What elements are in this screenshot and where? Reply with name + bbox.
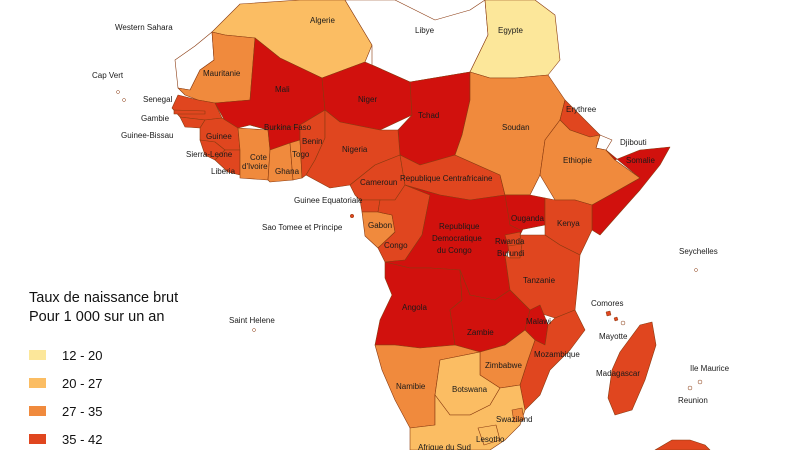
country-guinee-equatoriale[interactable]	[359, 199, 381, 213]
label-rdc-line3: du Congo	[437, 246, 472, 255]
country-mayotte[interactable]	[620, 320, 626, 326]
label-saint-helene: Saint Helene	[229, 316, 275, 325]
label-kenya: Kenya	[557, 219, 580, 228]
country-gambie[interactable]	[173, 109, 206, 115]
country-madagascar[interactable]	[607, 321, 657, 416]
label-niger: Niger	[358, 95, 377, 104]
legend-swatch	[29, 434, 46, 444]
label-zimbabwe: Zimbabwe	[485, 361, 522, 370]
country-ouganda[interactable]	[504, 194, 546, 231]
country-ile-maurice[interactable]	[697, 379, 703, 385]
legend: Taux de naissance brut Pour 1 000 sur un…	[29, 289, 289, 453]
label-zambie: Zambie	[467, 328, 494, 337]
label-angola: Angola	[402, 303, 427, 312]
label-seychelles: Seychelles	[679, 247, 718, 256]
label-cap-vert: Cap Vert	[92, 71, 124, 80]
legend-swatch	[29, 406, 46, 416]
label-malawi: Malawi	[526, 317, 551, 326]
label-senegal: Senegal	[143, 95, 173, 104]
label-erythree: Erythree	[566, 105, 597, 114]
label-tanzanie: Tanzanie	[523, 276, 556, 285]
country-reunion[interactable]	[687, 385, 693, 391]
label-cameroun: Cameroun	[360, 178, 397, 187]
label-guinee-equatoriale: Guinee Equatoriale	[294, 196, 363, 205]
legend-title-line2: Pour 1 000 sur un an	[29, 309, 165, 325]
country-cap-vert[interactable]	[122, 98, 126, 102]
label-ghana: Ghana	[275, 167, 300, 176]
legend-items: 12 - 20 20 - 27 27 - 35 35 - 42	[29, 341, 289, 453]
label-gambie: Gambie	[141, 114, 170, 123]
country-kenya[interactable]	[544, 197, 593, 256]
label-mayotte: Mayotte	[599, 332, 628, 341]
label-botswana: Botswana	[452, 385, 488, 394]
label-comores: Comores	[591, 299, 623, 308]
label-ethiopie: Ethiopie	[563, 156, 592, 165]
country-sao-tome[interactable]	[349, 213, 355, 219]
label-mozambique: Mozambique	[534, 350, 580, 359]
label-rdc-line2: Democratique	[432, 234, 482, 243]
label-ouganda: Ouganda	[511, 214, 544, 223]
legend-item: 35 - 42	[29, 425, 289, 453]
label-cote-divoire-line2: d'Ivoire	[242, 162, 268, 171]
label-cote-divoire-line1: Cote	[250, 153, 267, 162]
country-cap-vert[interactable]	[116, 90, 120, 94]
label-madagascar: Madagascar	[596, 369, 640, 378]
label-somalie: Somalie	[626, 156, 655, 165]
legend-label: 20 - 27	[62, 375, 103, 391]
label-western-sahara: Western Sahara	[115, 23, 173, 32]
country-somalie[interactable]	[591, 146, 671, 236]
label-reunion: Reunion	[678, 396, 708, 405]
label-afrique-du-sud: Afrique du Sud	[418, 443, 471, 450]
label-djibouti: Djibouti	[620, 138, 647, 147]
label-burundi: Burundi	[497, 249, 525, 258]
country-swaziland[interactable]	[511, 407, 525, 423]
label-lesotho: Lesotho	[476, 435, 505, 444]
label-republique-centrafricaine: Republique Centrafricaine	[400, 174, 493, 183]
label-ile-maurice: Ile Maurice	[690, 364, 730, 373]
legend-item: 20 - 27	[29, 369, 289, 397]
label-nigeria: Nigeria	[342, 145, 368, 154]
legend-item: 27 - 35	[29, 397, 289, 425]
label-congo: Congo	[384, 241, 408, 250]
label-guinee-bissau: Guinee-Bissau	[121, 131, 173, 140]
label-sierra-leone: Sierra-Leone	[186, 150, 233, 159]
label-rwanda: Rwanda	[495, 237, 525, 246]
legend-swatch	[29, 350, 46, 360]
country-comores[interactable]	[605, 310, 619, 322]
label-egypte: Egypte	[498, 26, 523, 35]
label-mauritanie: Mauritanie	[203, 69, 241, 78]
legend-item: 12 - 20	[29, 341, 289, 369]
country-saint-helene[interactable]	[252, 328, 256, 332]
label-libye: Libye	[415, 26, 435, 35]
label-rdc-line1: Republique	[439, 222, 480, 231]
label-mali: Mali	[275, 85, 290, 94]
label-benin: Benin	[302, 137, 322, 146]
label-soudan: Soudan	[502, 123, 530, 132]
label-togo: Togo	[292, 150, 310, 159]
label-liberia: Liberia	[211, 167, 236, 176]
label-burkina-faso: Burkina Faso	[264, 123, 312, 132]
label-swaziland: Swaziland	[496, 415, 532, 424]
partial-island-bottom-right	[654, 439, 711, 450]
label-guinee: Guinee	[206, 132, 232, 141]
label-sao-tome: Sao Tomee et Principe	[262, 223, 343, 232]
country-ghana[interactable]	[267, 142, 294, 183]
label-cote-divoire: Cote d'Ivoire	[242, 153, 269, 171]
label-rdc: Republique Democratique du Congo	[432, 222, 484, 255]
label-tchad: Tchad	[418, 111, 439, 120]
legend-label: 35 - 42	[62, 431, 103, 447]
label-namibie: Namibie	[396, 382, 426, 391]
legend-label: 12 - 20	[62, 347, 103, 363]
legend-swatch	[29, 378, 46, 388]
country-seychelles[interactable]	[694, 268, 698, 272]
legend-title-line1: Taux de naissance brut	[29, 290, 179, 306]
legend-label: 27 - 35	[62, 403, 103, 419]
country-lesotho[interactable]	[477, 424, 501, 446]
label-algerie: Algerie	[310, 16, 335, 25]
label-gabon: Gabon	[368, 221, 392, 230]
